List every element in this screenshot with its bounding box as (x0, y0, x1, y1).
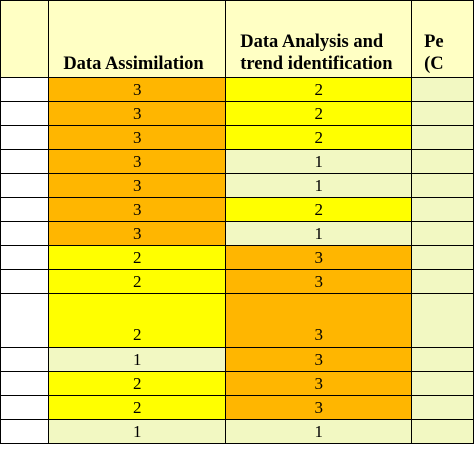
data-assimilation-cell[interactable]: 3 (48, 149, 227, 174)
data-assimilation-cell[interactable]: 2 (48, 245, 227, 270)
cut-column-cell[interactable] (411, 125, 474, 150)
header-cut-column[interactable]: Pe (C (411, 0, 474, 78)
cut-column-cell[interactable] (411, 221, 474, 246)
header-data-assimilation[interactable]: Data Assimilation (48, 0, 227, 78)
row-label-cell[interactable] (0, 197, 50, 222)
cut-column-cell[interactable] (411, 101, 474, 126)
cut-column-cell[interactable] (411, 149, 474, 174)
data-analysis-cell[interactable]: 2 (225, 77, 413, 102)
data-assimilation-cell[interactable]: 3 (48, 173, 227, 198)
data-assimilation-cell[interactable]: 2 (48, 269, 227, 294)
header-cut-column-label: Pe (C (424, 32, 444, 74)
row-label-cell[interactable] (0, 245, 50, 270)
data-analysis-cell[interactable]: 1 (225, 173, 413, 198)
data-analysis-cell[interactable]: 2 (225, 125, 413, 150)
cut-column-cell[interactable] (411, 173, 474, 198)
data-analysis-cell[interactable]: 3 (225, 269, 413, 294)
cut-column-cell[interactable] (411, 245, 474, 270)
row-label-cell[interactable] (0, 395, 50, 420)
row-label-cell[interactable] (0, 371, 50, 396)
row-label-cell[interactable] (0, 125, 50, 150)
data-assimilation-cell[interactable]: 3 (48, 125, 227, 150)
data-assimilation-cell[interactable]: 1 (48, 347, 227, 372)
row-label-cell[interactable] (0, 77, 50, 102)
row-label-cell[interactable] (0, 347, 50, 372)
cut-column-cell[interactable] (411, 293, 474, 348)
header-cell-blank[interactable] (0, 0, 50, 78)
data-analysis-cell[interactable]: 3 (225, 245, 413, 270)
data-analysis-cell[interactable]: 3 (225, 395, 413, 420)
cut-column-cell[interactable] (411, 77, 474, 102)
cut-column-cell[interactable] (411, 395, 474, 420)
data-assimilation-cell[interactable]: 1 (48, 419, 227, 444)
data-assimilation-cell[interactable]: 3 (48, 221, 227, 246)
data-assimilation-cell[interactable]: 3 (48, 77, 227, 102)
row-label-cell[interactable] (0, 221, 50, 246)
data-assimilation-cell[interactable]: 3 (48, 197, 227, 222)
cut-column-cell[interactable] (411, 371, 474, 396)
row-label-cell[interactable] (0, 101, 50, 126)
data-analysis-cell[interactable]: 2 (225, 197, 413, 222)
row-label-cell[interactable] (0, 419, 50, 444)
row-label-cell[interactable] (0, 173, 50, 198)
cut-column-cell[interactable] (411, 347, 474, 372)
data-analysis-cell[interactable]: 3 (225, 371, 413, 396)
data-analysis-cell[interactable]: 3 (225, 293, 413, 348)
cut-column-cell[interactable] (411, 197, 474, 222)
row-label-cell[interactable] (0, 149, 50, 174)
row-label-cell[interactable] (0, 269, 50, 294)
data-assimilation-cell[interactable]: 3 (48, 101, 227, 126)
data-analysis-cell[interactable]: 2 (225, 101, 413, 126)
cut-column-cell[interactable] (411, 269, 474, 294)
data-analysis-cell[interactable]: 3 (225, 347, 413, 372)
data-analysis-cell[interactable]: 1 (225, 419, 413, 444)
cut-column-cell[interactable] (411, 419, 474, 444)
header-data-analysis[interactable]: Data Analysis and trend identification (225, 0, 413, 78)
data-analysis-cell[interactable]: 1 (225, 149, 413, 174)
data-analysis-cell[interactable]: 1 (225, 221, 413, 246)
row-label-cell[interactable] (0, 293, 50, 348)
data-assimilation-cell[interactable]: 2 (48, 371, 227, 396)
data-assimilation-cell[interactable]: 2 (48, 395, 227, 420)
ratings-table: Data Assimilation Data Analysis and tren… (0, 0, 474, 444)
data-assimilation-cell[interactable]: 2 (48, 293, 227, 348)
header-row: Data Assimilation Data Analysis and tren… (0, 0, 474, 78)
